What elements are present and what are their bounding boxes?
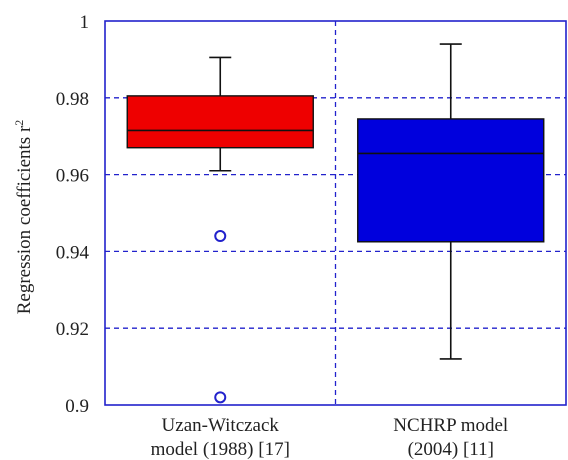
box-2 — [357, 43, 545, 360]
category-label-line2: model (1988) [17] — [151, 439, 290, 460]
box-series — [126, 43, 545, 404]
y-tick-label: 0.92 — [56, 319, 89, 340]
box-body — [357, 118, 545, 243]
y-tick-label: 0.94 — [56, 242, 90, 263]
box-1 — [126, 56, 314, 404]
y-tick-label: 0.96 — [56, 166, 89, 187]
y-axis-label: Regression coefficients r2 — [12, 120, 35, 315]
y-axis-label-text: Regression coefficients r — [14, 125, 35, 314]
plot-frame — [104, 20, 567, 406]
category-label-line2: (2004) [11] — [408, 439, 494, 460]
y-tick-label: 1 — [80, 12, 90, 33]
category-label-line1: NCHRP model — [393, 415, 508, 436]
y-tick-labels: 0.9 0.92 0.94 0.96 0.98 1 — [56, 12, 90, 417]
category-label-line1: Uzan-Witczack — [162, 415, 280, 436]
outlier-point — [214, 391, 227, 404]
y-tick-label: 0.98 — [56, 89, 89, 110]
box-body — [126, 95, 314, 149]
y-tick-label: 0.9 — [65, 396, 89, 417]
outlier-point — [214, 230, 227, 243]
y-axis-label-superscript: 2 — [12, 120, 26, 126]
category-labels: Uzan-Witczack model (1988) [17] NCHRP mode… — [151, 415, 509, 460]
